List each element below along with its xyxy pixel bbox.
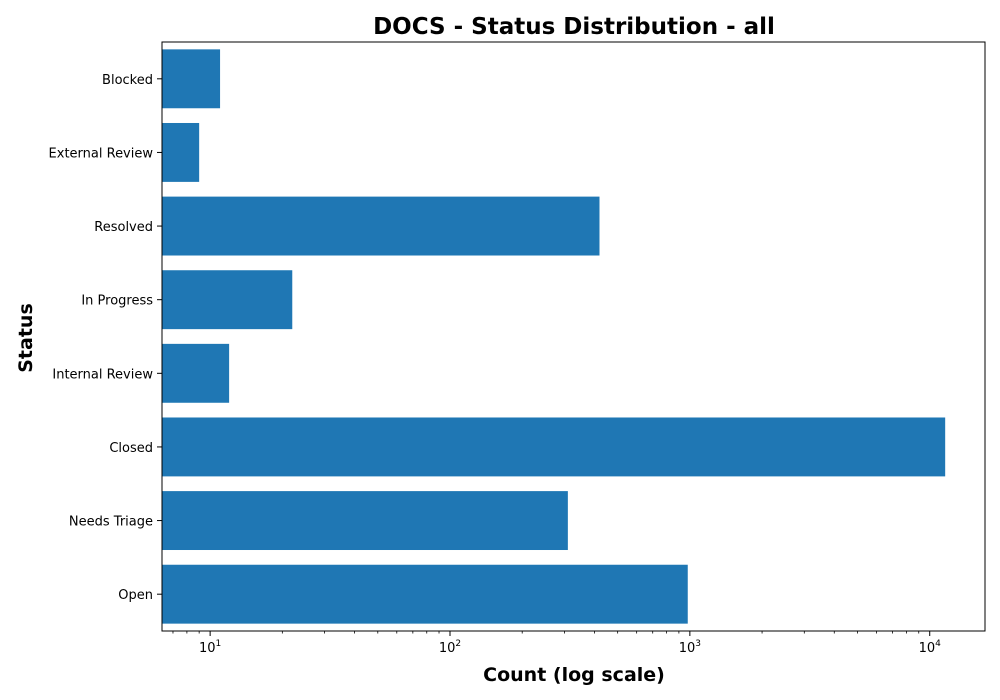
bar-closed xyxy=(162,417,946,477)
y-tick-label: Needs Triage xyxy=(69,515,153,530)
y-tick-label: Resolved xyxy=(94,220,153,235)
y-axis-label: Status xyxy=(15,303,37,373)
plot-frame xyxy=(161,41,986,632)
bar-external-review xyxy=(162,122,200,182)
chart-title: DOCS - Status Distribution - all xyxy=(373,14,775,40)
x-tick-label: 102 xyxy=(439,639,461,656)
y-tick-label: Open xyxy=(118,588,153,603)
bar-in-progress xyxy=(162,270,293,330)
x-tick-label: 103 xyxy=(679,639,701,656)
y-tick-label: Internal Review xyxy=(52,367,153,382)
y-tick-label: In Progress xyxy=(81,294,153,309)
y-tick-label: Blocked xyxy=(102,73,153,88)
plot-area: Open Needs Triage Closed Internal Review In … xyxy=(49,41,986,656)
x-tick-label: 101 xyxy=(199,639,221,656)
y-tick-label: Closed xyxy=(109,441,153,456)
x-axis-label: Count (log scale) xyxy=(483,664,665,686)
bar-blocked xyxy=(162,49,221,109)
bar-resolved xyxy=(162,196,600,256)
bar-needs-triage xyxy=(162,491,568,551)
bar-open xyxy=(162,564,688,624)
y-tick-label: External Review xyxy=(49,146,154,161)
x-tick-label: 104 xyxy=(919,639,942,656)
bar-internal-review xyxy=(162,343,230,403)
